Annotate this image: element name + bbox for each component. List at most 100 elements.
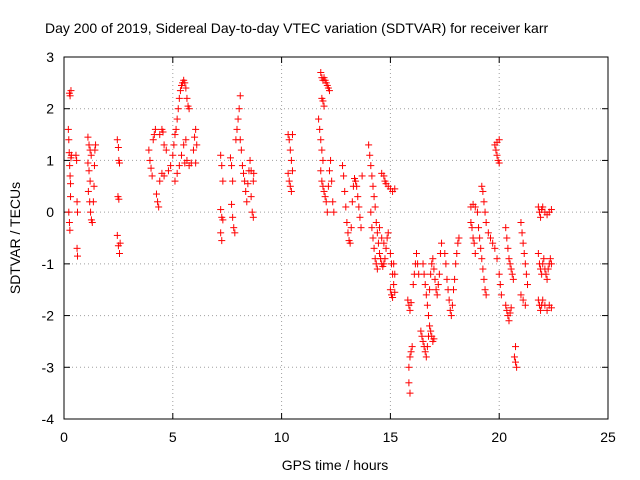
data-point [67, 87, 75, 95]
data-point [481, 286, 489, 294]
data-point [422, 353, 430, 361]
data-point [479, 265, 487, 273]
data-point [505, 255, 513, 263]
data-point [73, 208, 81, 216]
x-tick-label: 20 [491, 429, 507, 445]
data-point [357, 224, 365, 232]
data-point [382, 244, 390, 252]
data-point [155, 203, 163, 211]
data-point [452, 260, 460, 268]
data-point [373, 265, 381, 273]
data-point [178, 151, 186, 159]
data-point [72, 151, 80, 159]
data-point [84, 159, 92, 167]
data-point [287, 187, 295, 195]
data-point [537, 306, 545, 314]
data-point [320, 187, 328, 195]
data-point [317, 167, 325, 175]
data-point [547, 206, 555, 214]
data-point [366, 151, 374, 159]
data-point [537, 213, 545, 221]
data-point [91, 146, 99, 154]
data-point [381, 255, 389, 263]
data-point [502, 224, 510, 232]
data-point [506, 309, 514, 317]
data-point [67, 193, 75, 201]
data-point [370, 244, 378, 252]
data-point [65, 218, 73, 226]
y-tick-label: 3 [46, 49, 54, 65]
data-point [467, 218, 475, 226]
data-point [468, 224, 476, 232]
data-point [522, 270, 530, 278]
data-point [66, 172, 74, 180]
data-point [433, 291, 441, 299]
data-point [174, 105, 182, 113]
data-point [423, 301, 431, 309]
data-point [228, 162, 236, 170]
data-point [286, 146, 294, 154]
data-point [421, 348, 429, 356]
chart-title: Day 200 of 2019, Sidereal Day-to-day VTE… [45, 20, 548, 36]
data-point [191, 133, 199, 141]
data-point [390, 260, 398, 268]
data-point [376, 250, 384, 258]
data-point [435, 270, 443, 278]
data-points [64, 69, 555, 397]
data-point [513, 363, 521, 371]
data-point [323, 208, 331, 216]
data-point [339, 162, 347, 170]
y-axis-label: SDTVAR / TECUs [7, 182, 23, 294]
data-point [478, 255, 486, 263]
data-point [450, 286, 458, 294]
data-point [370, 193, 378, 201]
data-point [183, 94, 191, 102]
data-point [235, 105, 243, 113]
data-point [167, 162, 175, 170]
data-point [473, 208, 481, 216]
data-point [479, 187, 487, 195]
y-tick-label: 2 [46, 101, 54, 117]
data-point [344, 229, 352, 237]
data-point [421, 281, 429, 289]
data-point [517, 291, 525, 299]
data-point [413, 250, 421, 258]
data-point [171, 177, 179, 185]
y-tick-label: -2 [42, 308, 55, 324]
data-point [484, 229, 492, 237]
data-point [406, 389, 414, 397]
data-point [66, 226, 74, 234]
data-point [173, 115, 181, 123]
data-point [373, 229, 381, 237]
data-point [243, 198, 251, 206]
data-point [422, 291, 430, 299]
data-point [67, 180, 75, 188]
data-point [405, 363, 413, 371]
data-point [380, 260, 388, 268]
data-point [86, 177, 94, 185]
data-point [365, 141, 373, 149]
data-point [116, 239, 124, 247]
data-point [407, 348, 415, 356]
data-point [84, 133, 92, 141]
data-point [491, 244, 499, 252]
data-point [287, 156, 295, 164]
data-point [502, 301, 510, 309]
data-point [390, 281, 398, 289]
data-point [417, 327, 425, 335]
data-point [176, 87, 184, 95]
data-point [355, 203, 363, 211]
data-point [539, 296, 547, 304]
data-point [88, 218, 96, 226]
data-point [324, 182, 332, 190]
data-point [236, 92, 244, 100]
data-point [238, 162, 246, 170]
data-point [486, 234, 494, 242]
data-point [471, 203, 479, 211]
data-point [521, 301, 529, 309]
data-point [544, 265, 552, 273]
data-point [319, 156, 327, 164]
data-point [372, 260, 380, 268]
data-point [244, 180, 252, 188]
